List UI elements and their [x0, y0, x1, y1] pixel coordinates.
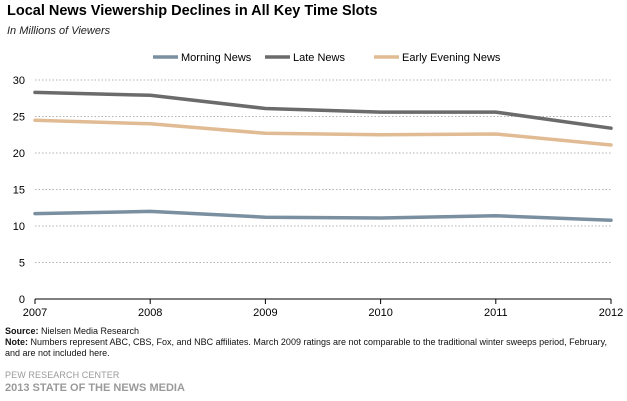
- chart-subtitle: In Millions of Viewers: [7, 25, 111, 37]
- y-tick-label: 30: [13, 75, 25, 87]
- series-lines: [33, 90, 613, 222]
- source-text: Nielsen Media Research: [38, 326, 140, 336]
- x-tick-label: 2011: [484, 307, 508, 319]
- series-line-morning-news: [33, 209, 613, 222]
- report-name: 2013 STATE OF THE NEWS MEDIA: [5, 382, 185, 394]
- chart-title: Local News Viewership Declines in All Ke…: [7, 3, 378, 19]
- x-tick-label: 2012: [599, 307, 623, 319]
- gridlines: [35, 79, 611, 300]
- legend: Morning News Late News Early Evening News: [153, 52, 501, 64]
- note-line: Note: Numbers represent ABC, CBS, Fox, a…: [5, 337, 617, 359]
- note-text: Numbers represent ABC, CBS, Fox, and NBC…: [5, 337, 607, 358]
- legend-label-morning-news: Morning News: [181, 52, 252, 64]
- organization-name: PEW RESEARCH CENTER: [5, 370, 120, 380]
- chart-notes: Source: Nielsen Media Research Note: Num…: [5, 326, 617, 359]
- legend-label-late-news: Late News: [293, 52, 345, 64]
- y-tick-label: 25: [13, 112, 25, 124]
- x-tick-label: 2009: [253, 307, 277, 319]
- source-line: Source: Nielsen Media Research: [5, 326, 617, 337]
- y-tick-label: 0: [19, 294, 25, 306]
- x-tick-label: 2008: [138, 307, 162, 319]
- line-chart: 0 5 10 15 20 25 30 2007 2008 2009 2010 2011 2012 Mo…: [13, 52, 623, 319]
- source-label: Source:: [5, 326, 39, 336]
- note-label: Note:: [5, 337, 28, 347]
- legend-label-early-evening-news: Early Evening News: [402, 52, 501, 64]
- y-tick-label: 10: [13, 221, 25, 233]
- x-axis-tick-labels: 2007 2008 2009 2010 2011 2012: [23, 299, 623, 319]
- series-line-late-news: [33, 90, 613, 130]
- x-tick-label: 2010: [368, 307, 392, 319]
- series-line-early-evening-news: [33, 118, 613, 147]
- y-tick-label: 15: [13, 185, 25, 197]
- y-tick-label: 5: [19, 258, 25, 270]
- y-tick-label: 20: [13, 148, 25, 160]
- y-axis-tick-labels: 0 5 10 15 20 25 30: [13, 75, 25, 306]
- x-tick-label: 2007: [23, 307, 47, 319]
